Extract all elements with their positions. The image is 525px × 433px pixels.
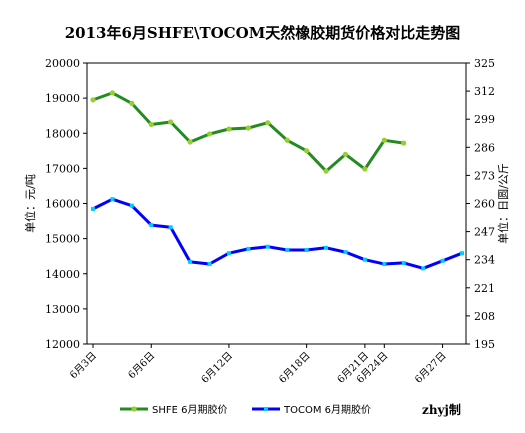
data-point-0 bbox=[109, 90, 116, 96]
data-point-0 bbox=[401, 140, 407, 146]
data-point-0 bbox=[187, 139, 193, 145]
plot-area bbox=[86, 62, 467, 345]
data-point-0 bbox=[323, 168, 329, 174]
data-point-1 bbox=[324, 245, 329, 250]
data-point-1 bbox=[460, 251, 464, 256]
y-left-tick-label: 18000 bbox=[45, 127, 80, 140]
y-right-tick-label: 286 bbox=[474, 141, 495, 154]
data-point-1 bbox=[226, 251, 231, 256]
data-point-0 bbox=[381, 137, 387, 143]
data-point-1 bbox=[343, 250, 348, 255]
y-left-tick-label: 20000 bbox=[45, 57, 80, 70]
data-point-1 bbox=[265, 244, 270, 249]
y-right-tick-label: 221 bbox=[474, 282, 495, 295]
x-tick-label: 6月3日 bbox=[67, 350, 99, 382]
data-point-1 bbox=[382, 262, 387, 267]
x-tick-label: 6月27日 bbox=[413, 350, 449, 386]
data-point-1 bbox=[362, 257, 367, 262]
data-point-1 bbox=[304, 247, 309, 252]
data-point-0 bbox=[304, 148, 310, 154]
data-point-0 bbox=[148, 121, 154, 128]
data-point-1 bbox=[149, 223, 154, 228]
data-point-1 bbox=[285, 247, 290, 252]
x-tick-label: 6月6日 bbox=[126, 350, 158, 382]
data-point-1 bbox=[207, 262, 212, 267]
data-point-1 bbox=[168, 225, 173, 230]
y-right-tick-label: 234 bbox=[474, 254, 495, 267]
y-right-tick-label: 299 bbox=[474, 113, 495, 126]
y-left-tick-label: 17000 bbox=[45, 162, 80, 175]
data-point-0 bbox=[245, 125, 251, 131]
legend-label-1: TOCOM 6月期胶价 bbox=[283, 403, 371, 416]
data-point-1 bbox=[440, 258, 445, 263]
data-point-1 bbox=[110, 197, 115, 202]
y-left-tick-label: 15000 bbox=[45, 233, 80, 246]
legend-label-0: SHFE 6月期胶价 bbox=[152, 403, 227, 416]
y-right-tick-label: 260 bbox=[474, 198, 495, 211]
y-left-tick-label: 16000 bbox=[45, 198, 80, 211]
x-tick-label: 6月12日 bbox=[199, 350, 235, 386]
y-right-tick-label: 325 bbox=[474, 57, 495, 70]
data-point-1 bbox=[129, 203, 134, 208]
y-right-tick-label: 208 bbox=[474, 310, 495, 323]
legend-marker-0 bbox=[131, 406, 137, 412]
y-left-tick-label: 19000 bbox=[45, 92, 80, 105]
chart-title: 2013年6月SHFE\TOCOM天然橡胶期货价格对比走势图 bbox=[65, 24, 461, 42]
data-point-0 bbox=[284, 137, 290, 143]
series-line-1 bbox=[92, 197, 463, 270]
data-point-1 bbox=[91, 206, 95, 211]
data-point-0 bbox=[90, 97, 96, 103]
data-point-0 bbox=[168, 119, 174, 125]
data-point-0 bbox=[129, 100, 135, 106]
data-point-0 bbox=[362, 166, 368, 172]
data-point-0 bbox=[226, 126, 232, 132]
y-left-axis-label: 单位：元/吨 bbox=[23, 174, 37, 233]
data-point-1 bbox=[246, 246, 251, 251]
y-right-tick-label: 195 bbox=[474, 338, 495, 351]
y-right-tick-label: 273 bbox=[474, 169, 495, 182]
data-point-0 bbox=[342, 151, 349, 157]
data-point-0 bbox=[206, 131, 213, 137]
data-point-1 bbox=[421, 266, 426, 271]
y-left-tick-label: 14000 bbox=[45, 268, 80, 281]
y-left-tick-label: 12000 bbox=[45, 338, 80, 351]
series-line-0 bbox=[92, 91, 404, 173]
legend-marker-1 bbox=[264, 407, 268, 411]
data-point-0 bbox=[265, 120, 271, 126]
data-point-1 bbox=[188, 259, 193, 264]
y-right-tick-label: 312 bbox=[474, 85, 495, 98]
y-right-axis-label: 单位：日圆/公斤 bbox=[496, 163, 510, 244]
data-point-1 bbox=[401, 260, 406, 265]
x-tick-label: 6月18日 bbox=[277, 350, 313, 386]
y-right-tick-label: 247 bbox=[474, 226, 495, 239]
credit-label: zhyj制 bbox=[422, 402, 461, 417]
y-left-tick-label: 13000 bbox=[45, 303, 80, 316]
